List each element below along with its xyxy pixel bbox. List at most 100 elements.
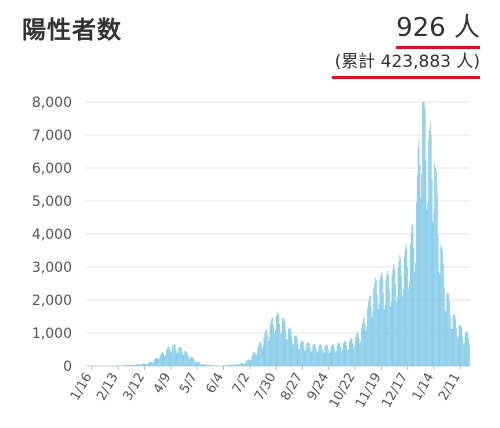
bar bbox=[130, 364, 132, 366]
bar bbox=[363, 317, 365, 366]
positive-cases-chart: 0 1,000 2,000 3,000 4,000 5,000 6,000 7,000 8,00… bbox=[32, 95, 470, 410]
bar bbox=[335, 351, 337, 366]
bar bbox=[395, 284, 396, 366]
bar bbox=[192, 357, 193, 366]
bar bbox=[261, 344, 262, 366]
bar bbox=[281, 331, 282, 366]
bar bbox=[310, 351, 312, 366]
bar bbox=[406, 247, 408, 366]
bar bbox=[355, 337, 356, 366]
bar bbox=[443, 262, 444, 366]
bar bbox=[244, 363, 246, 366]
bar bbox=[416, 202, 417, 366]
bar bbox=[382, 276, 383, 366]
bar bbox=[450, 329, 452, 366]
y-tick-label: 5,000 bbox=[32, 194, 72, 210]
bar bbox=[235, 364, 237, 366]
bar bbox=[353, 347, 355, 366]
bar bbox=[424, 107, 426, 366]
bar bbox=[224, 365, 226, 366]
bar bbox=[362, 323, 363, 366]
bar bbox=[452, 315, 454, 366]
bar bbox=[344, 340, 346, 366]
bar bbox=[170, 352, 172, 366]
y-tick-label: 3,000 bbox=[32, 260, 72, 276]
bar bbox=[455, 317, 456, 366]
bar bbox=[357, 332, 359, 366]
bar bbox=[319, 345, 321, 366]
bar bbox=[152, 362, 153, 366]
bar bbox=[245, 361, 247, 366]
bar bbox=[287, 338, 288, 366]
bar bbox=[387, 270, 389, 366]
bar bbox=[247, 359, 249, 366]
bar bbox=[236, 364, 238, 366]
bar bbox=[414, 271, 416, 366]
bar bbox=[326, 344, 328, 366]
bar bbox=[203, 364, 205, 366]
bar bbox=[197, 361, 199, 366]
bar bbox=[296, 337, 298, 366]
bar bbox=[298, 349, 300, 366]
bar bbox=[233, 364, 234, 366]
bar bbox=[205, 364, 207, 366]
bar bbox=[371, 317, 373, 366]
bar bbox=[279, 324, 281, 366]
bar bbox=[280, 333, 281, 366]
bar bbox=[141, 363, 143, 366]
bar bbox=[421, 172, 422, 366]
bar bbox=[228, 364, 230, 366]
bar bbox=[248, 359, 250, 366]
bar bbox=[308, 342, 309, 366]
bar bbox=[234, 364, 235, 366]
bar bbox=[461, 328, 463, 366]
bar bbox=[410, 234, 412, 366]
bar bbox=[227, 365, 228, 366]
bar bbox=[184, 351, 186, 366]
bar bbox=[273, 325, 274, 366]
bar bbox=[391, 274, 393, 366]
bar bbox=[374, 283, 375, 366]
bar bbox=[309, 347, 311, 366]
bar bbox=[207, 365, 209, 366]
bar bbox=[230, 364, 232, 366]
latest-underline bbox=[396, 46, 480, 49]
bar bbox=[159, 358, 160, 366]
bar bbox=[322, 352, 324, 366]
bar bbox=[297, 343, 299, 366]
bar bbox=[274, 330, 276, 366]
bar bbox=[365, 331, 367, 366]
bar bbox=[307, 342, 308, 366]
x-tick-label: 4/9 bbox=[151, 371, 174, 397]
bar bbox=[264, 333, 266, 366]
bar bbox=[377, 309, 379, 366]
bar bbox=[138, 364, 139, 366]
bar bbox=[288, 328, 290, 366]
bar bbox=[384, 305, 386, 366]
bar bbox=[390, 301, 392, 366]
bar bbox=[400, 258, 402, 366]
bar bbox=[343, 341, 345, 366]
bar bbox=[207, 365, 208, 366]
bar bbox=[425, 159, 427, 366]
bar bbox=[438, 272, 440, 366]
bar bbox=[148, 362, 150, 366]
bar bbox=[178, 347, 180, 366]
bar bbox=[427, 202, 429, 366]
bar bbox=[388, 273, 389, 366]
bar bbox=[351, 338, 353, 366]
bar bbox=[325, 345, 327, 366]
bar bbox=[321, 348, 323, 366]
bar bbox=[324, 346, 326, 366]
bar bbox=[226, 365, 227, 366]
bar bbox=[265, 329, 267, 366]
bar bbox=[360, 341, 362, 366]
bar bbox=[300, 341, 301, 366]
bar bbox=[147, 362, 149, 366]
bar bbox=[380, 275, 382, 366]
bar bbox=[191, 356, 193, 366]
bar bbox=[252, 354, 254, 366]
bar bbox=[409, 281, 410, 366]
bar bbox=[334, 348, 335, 366]
bar bbox=[468, 338, 469, 366]
